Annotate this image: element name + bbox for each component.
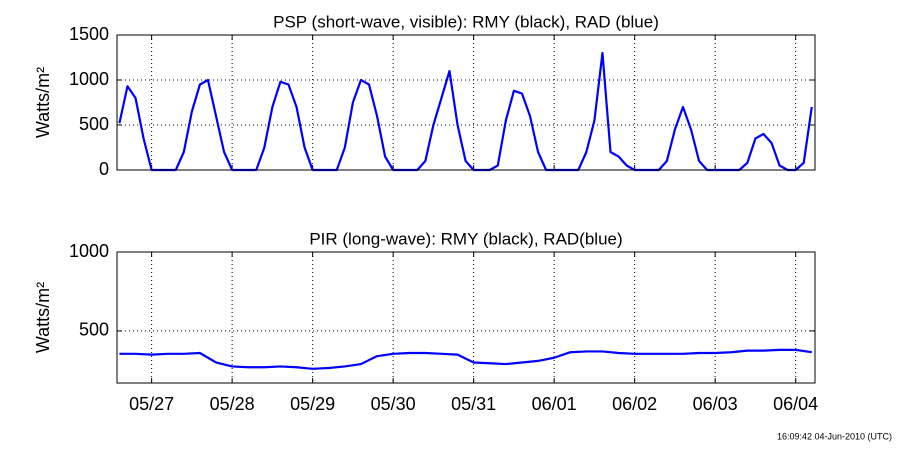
- x-tick-label: 05/28: [210, 394, 255, 414]
- chart-title: PIR (long-wave): RMY (black), RAD(blue): [309, 229, 622, 248]
- y-tick-label: 500: [79, 320, 109, 340]
- axes-box: [116, 251, 816, 384]
- x-tick-label: 05/27: [129, 394, 174, 414]
- y-tick-label: 0: [99, 159, 109, 179]
- y-tick-label: 1000: [69, 69, 109, 89]
- x-tick-label: 06/01: [532, 394, 577, 414]
- y-tick-label: 500: [79, 114, 109, 134]
- y-tick-label: 1500: [69, 24, 109, 44]
- x-tick-label: 05/31: [451, 394, 496, 414]
- plot-area: [117, 35, 815, 170]
- y-axis-label: Watts/m²: [33, 282, 53, 353]
- data-line: [119, 348, 812, 370]
- plot-area: [117, 252, 815, 383]
- timestamp: 16:09:42 04-Jun-2010 (UTC): [777, 431, 892, 441]
- axes-box: [116, 34, 816, 171]
- x-tick-label: 05/30: [371, 394, 416, 414]
- x-tick-label: 06/02: [612, 394, 657, 414]
- y-tick-label: 1000: [69, 241, 109, 261]
- x-tick-label: 06/03: [693, 394, 738, 414]
- y-axis-label: Watts/m²: [33, 67, 53, 138]
- x-tick-label: 05/29: [290, 394, 335, 414]
- x-tick-label: 06/04: [773, 394, 818, 414]
- chart-title: PSP (short-wave, visible): RMY (black), …: [273, 12, 659, 31]
